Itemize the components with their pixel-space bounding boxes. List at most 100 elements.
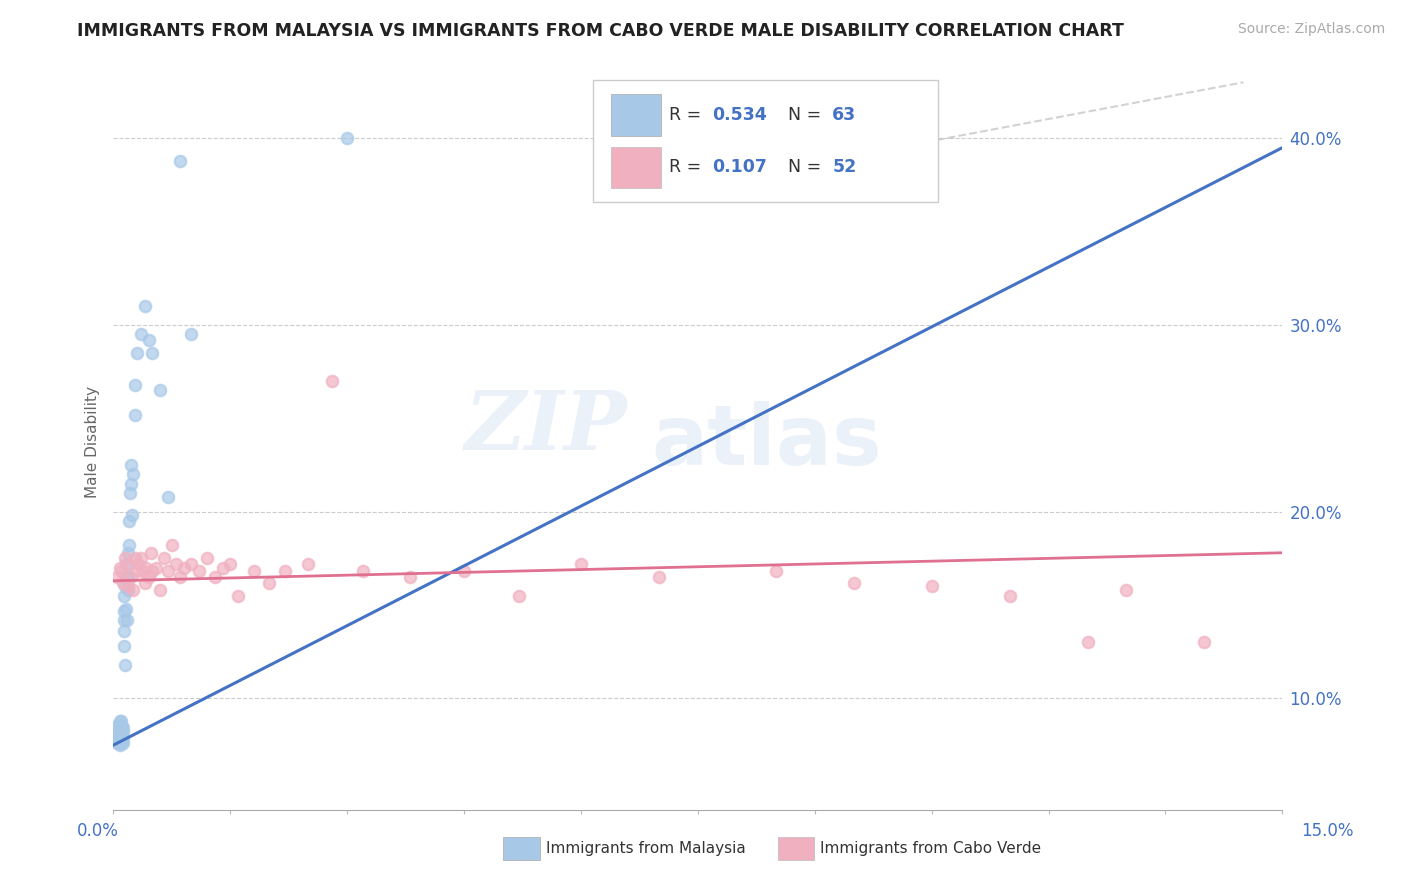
Point [138,333,160,347]
Point [153,551,176,566]
Point [157,490,180,504]
Point [135,560,157,574]
Point [508,589,530,603]
Point [921,579,943,593]
FancyBboxPatch shape [612,95,661,136]
Point [124,408,146,422]
Point [398,570,420,584]
Point [453,565,475,579]
Point [122,467,145,482]
Point [648,570,671,584]
Text: Immigrants from Malaysia: Immigrants from Malaysia [546,841,745,855]
Point [108,727,131,741]
Point [117,579,139,593]
Point [110,719,132,733]
Text: 63: 63 [832,106,856,124]
Text: Immigrants from Cabo Verde: Immigrants from Cabo Verde [820,841,1040,855]
Point [121,508,143,523]
Point [112,624,135,639]
FancyBboxPatch shape [612,147,661,188]
Point [120,476,142,491]
Point [114,579,136,593]
Point [129,327,152,342]
Point [105,732,128,747]
Point [107,721,129,735]
Point [115,570,138,584]
Text: 0.107: 0.107 [711,159,766,177]
Point [117,583,139,598]
Point [138,570,160,584]
Point [115,557,138,571]
Text: N =: N = [787,106,832,124]
Point [111,719,134,733]
Point [110,734,132,748]
Point [211,560,233,574]
Point [112,613,135,627]
Point [122,583,145,598]
Point [141,346,163,360]
Point [765,565,787,579]
Point [108,734,131,748]
Point [125,346,148,360]
Point [173,560,195,574]
Point [118,486,141,500]
Point [169,570,191,584]
Point [105,723,128,738]
Point [117,570,139,584]
Text: ZIP: ZIP [465,387,628,467]
Point [120,458,142,472]
Point [141,565,163,579]
Point [120,570,142,584]
Text: 52: 52 [832,159,856,177]
Text: 0.534: 0.534 [711,106,766,124]
Point [110,725,132,739]
Point [118,557,141,571]
Point [226,589,249,603]
Point [124,551,146,566]
Point [842,575,865,590]
Point [274,565,297,579]
Point [125,565,148,579]
Point [195,551,218,566]
Point [219,557,242,571]
Point [165,557,187,571]
Point [180,327,202,342]
Point [114,657,136,672]
Point [998,589,1021,603]
Text: R =: R = [669,106,711,124]
Point [134,575,156,590]
Point [149,583,172,598]
Point [127,557,149,571]
Text: 0.0%: 0.0% [77,822,120,840]
Point [111,729,134,743]
Point [110,714,132,728]
Point [336,131,359,145]
Point [111,575,134,590]
Point [108,714,131,728]
Point [132,565,155,579]
Point [297,557,319,571]
Point [111,721,134,735]
Point [108,723,131,738]
Point [108,560,131,574]
Point [110,565,132,579]
Y-axis label: Male Disability: Male Disability [86,385,100,498]
Point [160,538,183,552]
Point [108,738,131,752]
Point [169,153,191,168]
Point [1115,583,1137,598]
Point [105,736,128,750]
Point [204,570,226,584]
Point [1194,635,1216,649]
Point [112,639,135,653]
Point [105,570,128,584]
Point [117,546,139,560]
Point [107,729,129,743]
Point [111,731,134,745]
Point [104,731,127,745]
Text: Source: ZipAtlas.com: Source: ZipAtlas.com [1237,22,1385,37]
Text: atlas: atlas [651,401,882,483]
Point [1076,635,1098,649]
Point [259,575,281,590]
Point [321,374,343,388]
